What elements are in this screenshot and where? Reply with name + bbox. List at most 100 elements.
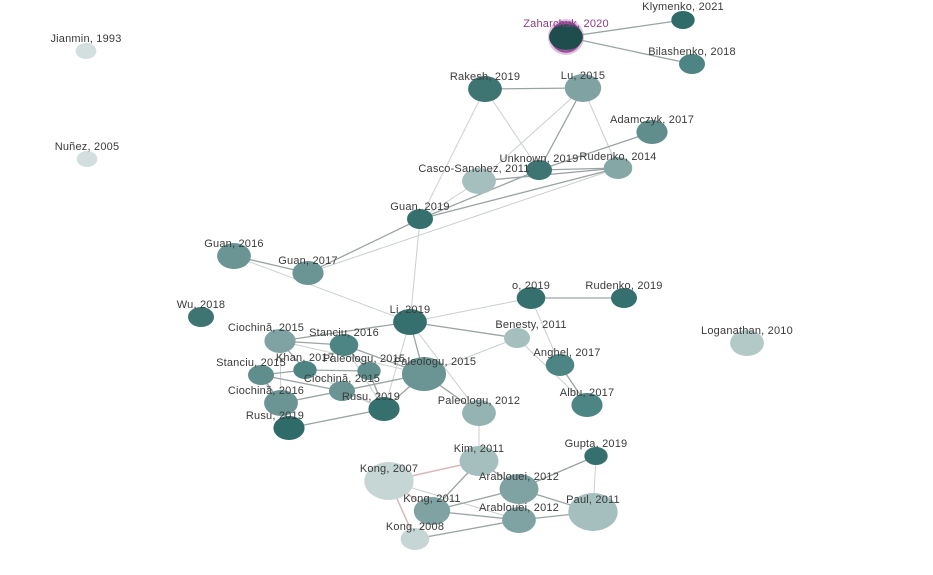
node-kong2011[interactable] (413, 497, 451, 525)
node-khan2017[interactable] (293, 361, 317, 379)
node-klymenko2021[interactable] (671, 11, 695, 29)
node-lu2015[interactable] (564, 74, 602, 102)
node-circle-kong2008[interactable] (400, 528, 430, 550)
node-paul2011[interactable] (568, 493, 618, 531)
node-label-nunez2005: Nuñez, 2005 (55, 141, 120, 153)
node-circle-ciochina2016[interactable] (264, 390, 298, 416)
node-circle-lu2015[interactable] (564, 74, 602, 102)
node-kong2008[interactable] (400, 528, 430, 550)
node-rakesh2019[interactable] (468, 76, 502, 102)
node-ciochina2015[interactable] (264, 329, 296, 353)
faint-edge-anghel2017-o2019 (530, 297, 561, 366)
node-circle-stanciu2015[interactable] (248, 365, 274, 385)
node-rudenko2019[interactable] (611, 288, 637, 308)
node-kim2011[interactable] (459, 446, 499, 476)
node-circle-zaharchuk2020[interactable] (549, 24, 583, 50)
node-circle-nunez2005[interactable] (76, 151, 98, 167)
faint-edge-li2019-paleologu2012 (409, 321, 480, 414)
node-circle-kim2011[interactable] (459, 446, 499, 476)
labels-layer: Zaharchuk, 2020 Klymenko, 2021 Bilashenko,… (50, 1, 793, 533)
node-circle-kong2007[interactable] (364, 462, 414, 500)
node-label-stanciu2015: Stanciu, 2015 (216, 357, 286, 369)
node-label-loganathan2010: Loganathan, 2010 (701, 325, 793, 337)
node-label-albu2017: Albu, 2017 (560, 387, 615, 399)
node-circle-bilashenko2018[interactable] (679, 54, 705, 74)
node-circle-rudenko2019[interactable] (611, 288, 637, 308)
node-rusu2019b[interactable] (273, 416, 305, 440)
faint-edge-o2019-li2019 (409, 297, 532, 323)
node-kong2007[interactable] (364, 462, 414, 500)
node-circle-rakesh2019[interactable] (468, 76, 502, 102)
node-circle-benesty2011[interactable] (504, 328, 530, 348)
node-circle-paleologu2012[interactable] (462, 400, 496, 426)
node-li2019[interactable] (393, 309, 427, 335)
node-loganathan2010[interactable] (730, 330, 764, 356)
node-rusu2019[interactable] (368, 397, 400, 421)
node-label-o2019: o, 2019 (512, 280, 550, 292)
edge-guan2019-guan2017 (307, 218, 421, 274)
node-paleologu2015[interactable] (357, 362, 381, 380)
edge-zaharchuk2020-bilashenko2018 (565, 36, 693, 65)
node-circle-albu2017[interactable] (571, 393, 603, 417)
node-ciochina2016[interactable] (264, 390, 298, 416)
node-label-klymenko2021: Klymenko, 2021 (642, 1, 724, 13)
node-paleologu2012[interactable] (462, 400, 496, 426)
node-unknown2019[interactable] (526, 160, 552, 180)
node-circle-paul2011[interactable] (568, 493, 618, 531)
node-circle-paleologu2015[interactable] (357, 362, 381, 380)
node-circle-unknown2019[interactable] (526, 160, 552, 180)
node-circle-rusu2019b[interactable] (273, 416, 305, 440)
node-circle-adamczyk2017[interactable] (636, 120, 668, 144)
node-jianmin1993[interactable] (75, 43, 97, 59)
node-circle-anghel2017[interactable] (545, 354, 575, 376)
node-label-rakesh2019: Rakesh, 2019 (450, 71, 520, 83)
node-circle-o2019[interactable] (516, 287, 546, 309)
node-circle-kong2011[interactable] (413, 497, 451, 525)
node-guan2016[interactable] (217, 243, 251, 269)
node-albu2017[interactable] (571, 393, 603, 417)
node-bilashenko2018[interactable] (679, 54, 705, 74)
node-stanciu2015[interactable] (248, 365, 274, 385)
node-circle-khan2017[interactable] (293, 361, 317, 379)
node-nunez2005[interactable] (76, 151, 98, 167)
node-circle-guan2019[interactable] (407, 209, 433, 229)
node-circle-stanciu2016[interactable] (329, 334, 359, 356)
node-circle-wu2018[interactable] (188, 307, 214, 327)
node-wu2018[interactable] (188, 307, 214, 327)
node-circle-ciochina2015b[interactable] (329, 381, 355, 401)
node-circle-loganathan2010[interactable] (730, 330, 764, 356)
node-adamczyk2017[interactable] (636, 120, 668, 144)
node-benesty2011[interactable] (504, 328, 530, 348)
edge-li2019-ciochina2015 (279, 321, 411, 342)
node-label-guan2017: Guan, 2017 (278, 255, 338, 267)
node-circle-rusu2019[interactable] (368, 397, 400, 421)
node-circle-guan2017[interactable] (292, 261, 324, 285)
node-circle-jianmin1993[interactable] (75, 43, 97, 59)
node-zaharchuk2020[interactable] (548, 19, 584, 55)
node-circle-cascosanchez2011[interactable] (462, 168, 496, 194)
node-guan2019[interactable] (407, 209, 433, 229)
node-circle-li2019[interactable] (393, 309, 427, 335)
node-anghel2017[interactable] (545, 354, 575, 376)
node-arablouei2012[interactable] (499, 474, 539, 504)
node-cascosanchez2011[interactable] (462, 168, 496, 194)
node-ciochina2015b[interactable] (329, 381, 355, 401)
node-label-benesty2011: Benesty, 2011 (495, 319, 566, 331)
node-paleologu2015b[interactable] (401, 357, 447, 391)
node-guan2017[interactable] (292, 261, 324, 285)
node-arablouei2012b[interactable] (502, 507, 536, 533)
node-circle-guan2016[interactable] (217, 243, 251, 269)
node-circle-klymenko2021[interactable] (671, 11, 695, 29)
node-circle-ciochina2015[interactable] (264, 329, 296, 353)
node-rudenko2014[interactable] (603, 157, 633, 179)
node-circle-gupta2019[interactable] (584, 447, 608, 465)
node-gupta2019[interactable] (584, 447, 608, 465)
node-o2019[interactable] (516, 287, 546, 309)
faint-edge-rudenko2014-guan2017 (307, 167, 619, 274)
node-circle-rudenko2014[interactable] (603, 157, 633, 179)
node-stanciu2016[interactable] (329, 334, 359, 356)
node-circle-paleologu2015b[interactable] (401, 357, 447, 391)
node-circle-arablouei2012b[interactable] (502, 507, 536, 533)
node-circle-arablouei2012[interactable] (499, 474, 539, 504)
